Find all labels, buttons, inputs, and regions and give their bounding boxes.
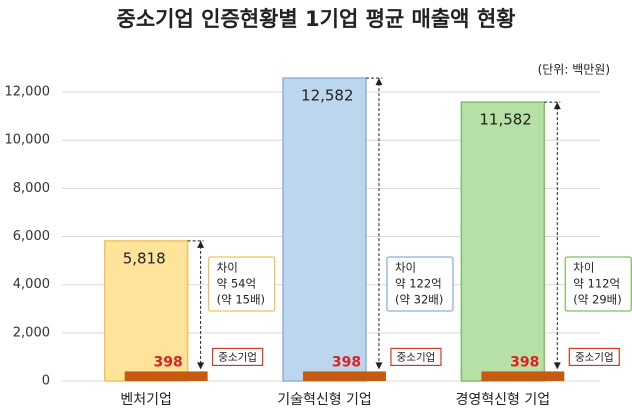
tag-box bbox=[390, 347, 442, 367]
value-label: 398 bbox=[332, 354, 361, 370]
arrow-head bbox=[553, 362, 561, 370]
bar bbox=[460, 101, 546, 382]
annotation: 약 112억 bbox=[573, 277, 620, 291]
value-label: 11,582 bbox=[479, 111, 532, 129]
bar bbox=[303, 371, 386, 381]
series-tag: 중소기업 bbox=[218, 350, 257, 363]
callout-box bbox=[386, 256, 454, 312]
x-tick-label: 기술혁신형 기업 bbox=[277, 392, 372, 408]
y-tick-label: 10,000 bbox=[5, 133, 51, 148]
series-tag: 중소기업 bbox=[397, 350, 436, 363]
y-tick-label: 2,000 bbox=[13, 325, 50, 340]
value-label: 398 bbox=[510, 354, 539, 370]
arrow-head bbox=[375, 362, 383, 370]
annotation: 차이 bbox=[217, 261, 238, 275]
series-tag: 중소기업 bbox=[575, 350, 614, 363]
y-tick-label: 6,000 bbox=[13, 229, 50, 244]
annotation: 약 122억 bbox=[395, 277, 442, 291]
annotation: (약 29배) bbox=[573, 293, 621, 307]
arrow-head bbox=[375, 78, 383, 86]
unit-label: (단위: 백만원) bbox=[538, 63, 610, 77]
value-label: 5,818 bbox=[123, 249, 166, 267]
annotation: 차이 bbox=[573, 261, 594, 275]
y-tick-label: 12,000 bbox=[5, 85, 51, 100]
annotation: (약 32배) bbox=[395, 293, 443, 307]
annotation: 약 54억 bbox=[217, 277, 256, 291]
y-tick-label: 4,000 bbox=[13, 277, 50, 292]
arrow-head bbox=[197, 240, 205, 248]
callout-box bbox=[564, 256, 632, 312]
chart-title: 중소기업 인증현황별 1기업 평균 매출액 현황 bbox=[117, 7, 516, 31]
value-label: 12,582 bbox=[301, 87, 354, 105]
y-tick-label: 0 bbox=[42, 374, 50, 389]
x-tick-label: 경영혁신형 기업 bbox=[456, 392, 551, 408]
arrow-head bbox=[197, 362, 205, 370]
callout-box bbox=[207, 256, 276, 312]
bar bbox=[124, 371, 208, 381]
annotation: 차이 bbox=[395, 261, 416, 275]
y-tick-label: 8,000 bbox=[13, 181, 50, 196]
value-label: 398 bbox=[154, 354, 183, 370]
bar bbox=[481, 371, 565, 381]
arrow-head bbox=[553, 102, 561, 110]
annotation: (약 15배) bbox=[217, 293, 265, 307]
tag-box bbox=[212, 347, 264, 367]
tag-box bbox=[568, 347, 620, 367]
bar bbox=[282, 77, 367, 382]
x-tick-label: 벤처기업 bbox=[120, 392, 172, 408]
